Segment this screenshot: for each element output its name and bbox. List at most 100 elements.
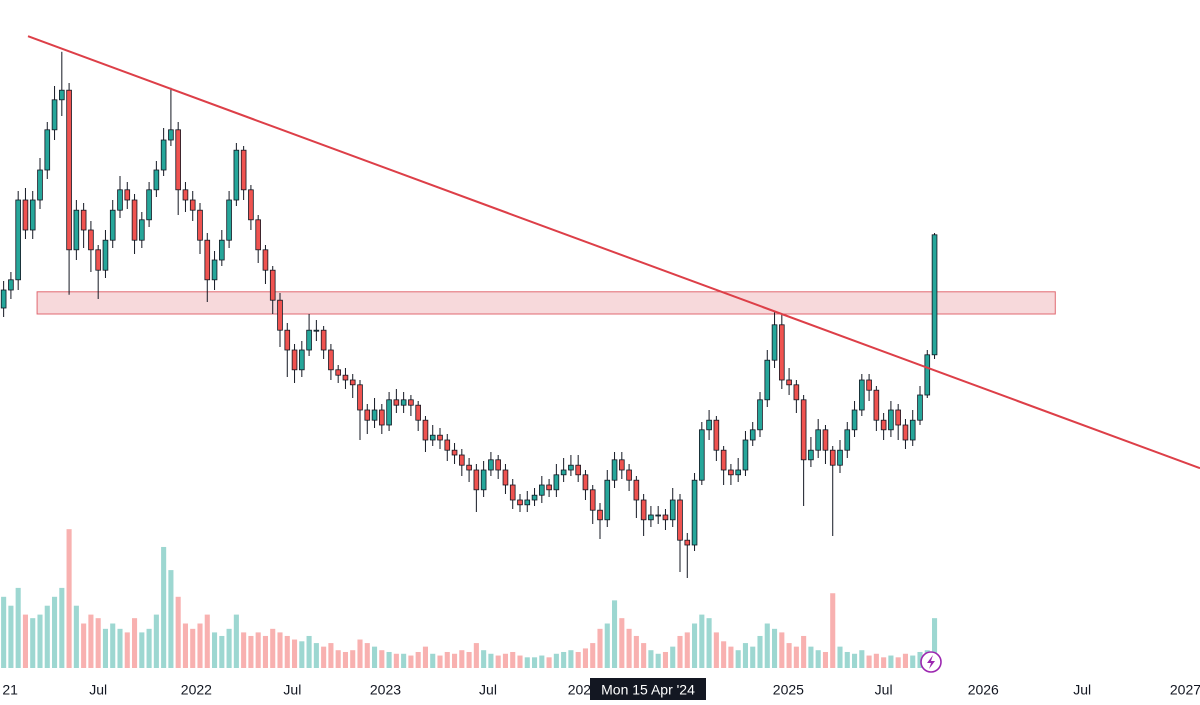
candle-body	[124, 189, 131, 201]
trendline	[27, 35, 1200, 470]
volume-bar	[248, 635, 254, 668]
volume-bar	[873, 653, 879, 668]
volume-bar	[44, 605, 50, 668]
candle-body	[349, 379, 356, 386]
candle-body	[146, 189, 152, 221]
candle-body	[546, 484, 552, 491]
volume-bar	[190, 628, 196, 668]
volume-bar	[633, 635, 639, 668]
candle-body	[611, 459, 618, 481]
candle-body	[786, 379, 792, 386]
candle-body	[509, 484, 516, 501]
volume-bar	[510, 651, 516, 668]
candle-body	[15, 199, 21, 281]
candle-body	[364, 409, 371, 421]
candle-body	[859, 379, 865, 411]
volume-bar	[386, 651, 392, 668]
candle-body	[211, 259, 218, 281]
volume-bar	[822, 651, 828, 668]
volume-bar	[350, 650, 356, 668]
candle-body	[37, 169, 43, 201]
candle-body	[313, 329, 320, 332]
candle-body	[0, 289, 7, 309]
x-tick-label: Jul	[89, 682, 107, 698]
candle-body	[371, 409, 378, 421]
volume-bar	[524, 657, 530, 668]
volume-bar	[699, 614, 705, 668]
volume-bar	[502, 653, 508, 668]
candle-body	[408, 399, 414, 406]
candle-body	[44, 129, 51, 171]
candle-body	[357, 384, 363, 411]
candle-body	[139, 219, 145, 241]
volume-bar	[277, 632, 283, 668]
volume-bar	[8, 605, 14, 668]
volume-bar	[422, 646, 428, 668]
candle-body	[735, 469, 741, 476]
volume-bar	[335, 650, 341, 668]
candle-body	[248, 189, 254, 221]
volume-bar	[284, 635, 290, 668]
candle-body	[844, 429, 851, 451]
volume-bar	[742, 643, 748, 668]
candle-body	[393, 399, 400, 406]
candle-body	[51, 99, 58, 131]
volume-bar	[161, 546, 167, 668]
candle-body	[655, 514, 661, 517]
candle-body	[495, 459, 501, 471]
volume-bar	[532, 657, 538, 668]
candle-body	[822, 429, 829, 451]
volume-bar	[626, 628, 632, 668]
candle-body	[240, 149, 247, 191]
volume-bar	[713, 632, 719, 668]
candle-body	[59, 89, 65, 101]
candle-body	[175, 129, 181, 191]
volume-bar	[750, 646, 756, 668]
candle-body	[88, 229, 94, 251]
candle-body	[648, 514, 654, 521]
candle-body	[8, 279, 14, 291]
volume-bar	[612, 600, 618, 668]
candle-body	[575, 464, 581, 476]
volume-bar	[88, 614, 94, 668]
volume-bar	[881, 657, 887, 668]
candle-body	[720, 449, 727, 471]
x-tick-label: 2022	[181, 682, 212, 698]
volume-bar	[648, 650, 654, 668]
candle-body	[749, 429, 756, 441]
x-tick-label: Jul	[875, 682, 893, 698]
candle-body	[22, 199, 29, 231]
volume-bar	[692, 623, 698, 668]
volume-bar	[735, 650, 741, 668]
volume-bar	[597, 628, 603, 668]
volume-bar	[902, 653, 908, 668]
volume-bar	[95, 618, 101, 668]
volume-bar	[146, 628, 152, 668]
volume-bar	[684, 632, 690, 668]
volume-bar	[604, 623, 610, 668]
volume-bar	[517, 655, 523, 668]
candle-body	[73, 209, 80, 251]
volume-bar	[212, 632, 218, 668]
candle-body	[277, 299, 283, 331]
candle-body	[808, 449, 814, 461]
volume-bar	[437, 655, 443, 668]
candle-body	[422, 419, 429, 441]
volume-bar	[197, 623, 203, 668]
volume-bar	[568, 650, 574, 668]
volume-bar	[15, 587, 21, 668]
candle-body	[619, 459, 625, 471]
volume-bar	[415, 651, 421, 668]
candle-body	[931, 234, 938, 356]
candle-body	[320, 329, 327, 351]
volume-bar	[641, 643, 647, 668]
volume-bar	[175, 596, 181, 668]
volume-bar	[677, 635, 683, 668]
volume-bar	[401, 653, 407, 668]
candle-body	[517, 499, 523, 506]
volume-bar	[662, 651, 668, 668]
x-tick-label: 2027	[1170, 682, 1200, 698]
candle-body	[553, 474, 560, 491]
volume-bar	[590, 643, 596, 668]
